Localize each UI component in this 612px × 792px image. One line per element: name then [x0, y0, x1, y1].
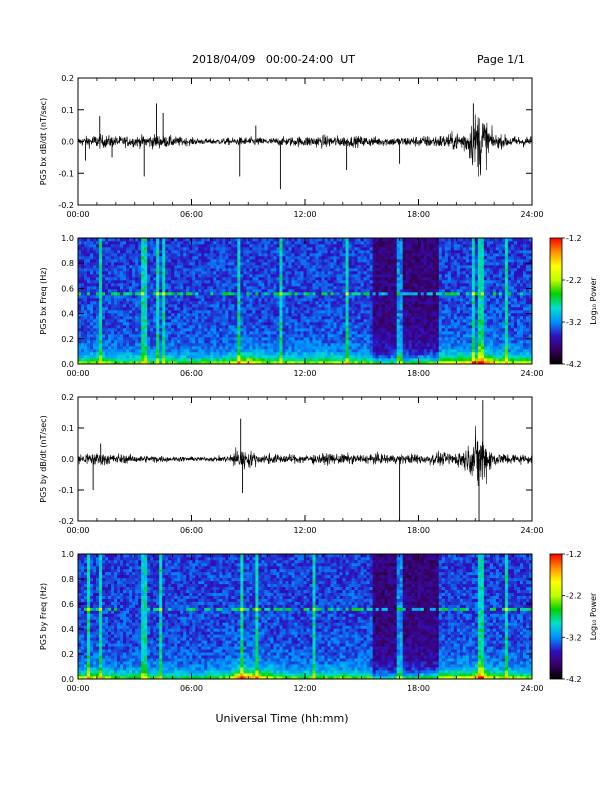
colorbar-tick-label-3-2: -3.2	[566, 633, 582, 642]
y-tick-label-0-0: 0.2	[61, 74, 74, 83]
y-tick-label-0-1: 0.1	[61, 106, 74, 115]
y-tick-label-2-4: -0.2	[58, 517, 74, 526]
date-range-title: 2018/04/09 00:00-24:00 UT	[192, 53, 356, 66]
trace-line-2	[77, 425, 533, 486]
x-tick-label-2-2: 12:00	[293, 526, 316, 535]
colorbar-label-1: Log₁₀ Power	[589, 277, 598, 325]
x-tick-label-1-3: 18:00	[407, 369, 430, 378]
y-tick-label-3-1: 0.8	[61, 575, 74, 584]
colorbar-tick-label-3-0: -1.2	[566, 550, 582, 559]
page-number: Page 1/1	[477, 53, 525, 66]
colorbar-label-3: Log₁₀ Power	[589, 592, 598, 640]
y-tick-label-3-4: 0.2	[61, 650, 74, 659]
colorbar-tick-label-1-0: -1.2	[566, 234, 582, 243]
colorbar-tick-label-1-3: -4.2	[566, 360, 582, 369]
x-tick-label-2-4: 24:00	[520, 526, 543, 535]
y-tick-label-0-4: -0.2	[58, 201, 74, 210]
colorbar-tick-label-3-3: -4.2	[566, 675, 582, 684]
y-tick-label-2-3: -0.1	[58, 486, 74, 495]
y-axis-label-1: PG5 bx Freq (Hz)	[39, 267, 48, 334]
y-tick-label-2-2: 0.0	[61, 455, 74, 464]
x-tick-label-3-4: 24:00	[520, 684, 543, 693]
x-tick-label-0-2: 12:00	[293, 210, 316, 219]
y-axis-label-0: PG5 bx dB/dt (nT/sec)	[39, 98, 48, 185]
x-tick-label-2-0: 00:00	[66, 526, 89, 535]
x-tick-label-2-3: 18:00	[407, 526, 430, 535]
x-tick-label-2-1: 06:00	[180, 526, 203, 535]
x-tick-label-0-4: 24:00	[520, 210, 543, 219]
x-tick-label-0-3: 18:00	[407, 210, 430, 219]
x-tick-label-0-0: 00:00	[66, 210, 89, 219]
y-tick-label-3-2: 0.6	[61, 600, 74, 609]
x-tick-label-3-0: 00:00	[66, 684, 89, 693]
colorbar-1	[549, 237, 563, 365]
y-tick-label-1-3: 0.4	[61, 310, 74, 319]
y-tick-label-1-5: 0.0	[61, 360, 74, 369]
trace-line-0	[77, 114, 533, 177]
y-axis-label-2: PG5 by dB/dt (nT/sec)	[39, 415, 48, 502]
colorbar-tick-label-1-1: -2.2	[566, 276, 582, 285]
y-tick-label-2-1: 0.1	[61, 424, 74, 433]
x-tick-label-3-1: 06:00	[180, 684, 203, 693]
trace-series-2	[77, 400, 533, 521]
trace-series-0	[77, 103, 533, 190]
y-axis-label-3: PG5 by Freq (Hz)	[39, 583, 48, 650]
x-tick-label-1-2: 12:00	[293, 369, 316, 378]
y-tick-label-0-3: -0.1	[58, 169, 74, 178]
y-tick-label-3-3: 0.4	[61, 625, 74, 634]
x-tick-label-0-1: 06:00	[180, 210, 203, 219]
y-tick-label-1-1: 0.8	[61, 259, 74, 268]
colorbar-3	[549, 553, 563, 680]
x-tick-label-1-4: 24:00	[520, 369, 543, 378]
spectrogram-1	[78, 238, 533, 365]
y-tick-label-1-0: 1.0	[61, 234, 74, 243]
y-tick-label-2-0: 0.2	[61, 393, 74, 402]
x-tick-label-1-0: 00:00	[66, 369, 89, 378]
y-tick-label-1-2: 0.6	[61, 284, 74, 293]
colorbar-tick-label-1-2: -3.2	[566, 318, 582, 327]
y-tick-label-1-4: 0.2	[61, 335, 74, 344]
colorbar-tick-label-3-1: -2.2	[566, 592, 582, 601]
x-axis-label: Universal Time (hh:mm)	[216, 712, 349, 725]
y-tick-label-0-2: 0.0	[61, 138, 74, 147]
y-tick-label-3-0: 1.0	[61, 550, 74, 559]
y-tick-label-3-5: 0.0	[61, 675, 74, 684]
spectrogram-3	[78, 554, 533, 680]
x-tick-label-3-3: 18:00	[407, 684, 430, 693]
x-tick-label-3-2: 12:00	[293, 684, 316, 693]
x-tick-label-1-1: 06:00	[180, 369, 203, 378]
